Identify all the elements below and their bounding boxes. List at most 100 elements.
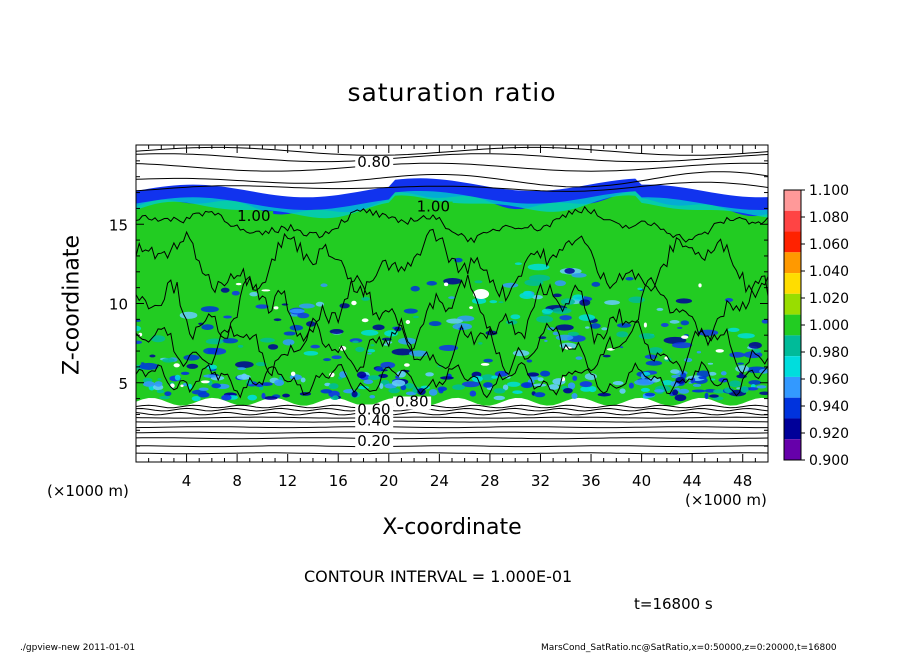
bottom-layer-patch (527, 372, 540, 377)
bottom-layer-patch (483, 382, 493, 388)
turbulent-patch (463, 323, 470, 326)
bottom-layer-patch (672, 389, 679, 396)
bottom-layer-patch (203, 374, 217, 378)
turbulent-patch (544, 339, 548, 342)
bottom-layer-patch (692, 383, 702, 387)
turbulent-patch (222, 338, 239, 344)
turbulent-patch (273, 318, 282, 322)
bottom-layer-patch (698, 376, 707, 380)
turbulent-patch (448, 296, 456, 300)
contour-line-lower (136, 420, 768, 423)
x-tick-label: 40 (632, 472, 651, 490)
turbulent-patch (150, 335, 166, 343)
turbulent-patch (644, 354, 658, 360)
bottom-layer-patch (260, 382, 273, 386)
turbulent-patch (157, 378, 162, 381)
colorbar-label: 0.900 (809, 453, 849, 469)
turbulent-patch (412, 315, 419, 319)
bottom-layer-patch (579, 381, 593, 388)
bottom-layer-patch (674, 394, 687, 402)
turbulent-patch (352, 340, 359, 344)
turbulent-patch (237, 344, 244, 348)
contour-line-upper (136, 153, 768, 163)
colorbar-label: 1.060 (809, 237, 849, 253)
turbulent-patch (559, 315, 572, 321)
bottom-layer-patch (644, 392, 656, 397)
turbulent-patch (564, 267, 575, 274)
turbulent-patch (498, 301, 504, 304)
colorbar-segment (784, 376, 801, 398)
bottom-layer-patch (709, 394, 719, 398)
unsaturated-hole (480, 362, 490, 366)
contour-line-lower (136, 445, 768, 448)
colorbar-label: 0.940 (809, 399, 849, 415)
turbulent-patch (552, 307, 572, 314)
turbulent-patch (136, 325, 142, 332)
bottom-layer-patch (493, 388, 506, 394)
unsaturated-hole (404, 363, 410, 367)
bottom-layer-patch (728, 380, 742, 388)
turbulent-patch (428, 321, 442, 327)
bottom-layer-patch (378, 373, 388, 378)
contour-line-lower (136, 404, 768, 409)
unsaturated-hole (715, 349, 724, 353)
turbulent-patch (602, 354, 611, 358)
turbulent-patch (372, 324, 385, 331)
turbulent-patch (331, 355, 342, 360)
contour-label: 0.20 (357, 432, 390, 450)
bottom-layer-patch (404, 382, 414, 389)
turbulent-patch (260, 337, 275, 343)
turbulent-patch (724, 298, 734, 302)
turbulent-patch (585, 326, 590, 329)
bottom-layer-patch (571, 393, 578, 399)
colorbar-label: 1.100 (809, 183, 849, 199)
bottom-layer-patch (588, 386, 597, 393)
bottom-layer-patch (221, 394, 232, 401)
turbulent-patch (139, 362, 159, 370)
x-tick-label: 12 (278, 472, 297, 490)
bottom-layer-patch (597, 392, 611, 397)
unsaturated-hole (606, 348, 615, 351)
turbulent-patch (283, 331, 296, 336)
turbulent-patch (696, 370, 711, 378)
turbulent-patch (231, 290, 240, 296)
bottom-layer-patch (572, 375, 578, 381)
turbulent-patch (656, 307, 664, 311)
contour-label-background (355, 404, 394, 418)
turbulent-patch (579, 299, 591, 306)
turbulent-patch (552, 331, 560, 336)
bottom-layer-patch (428, 389, 438, 396)
unsaturated-hole (361, 318, 369, 323)
contour-label-background (414, 201, 453, 215)
contour-line-lower (136, 431, 768, 434)
colorbar-segment (784, 231, 801, 253)
colorbar-segment (784, 439, 801, 460)
bottom-layer-patch (532, 383, 547, 387)
turbulent-patch (267, 344, 279, 350)
turbulent-patch (677, 326, 683, 329)
contour-line-lower (136, 411, 768, 416)
bottom-layer-patch (363, 379, 374, 385)
turbulent-patch (201, 324, 214, 331)
turbulent-patch (446, 318, 463, 324)
turbulent-patch (669, 320, 680, 324)
unsaturated-hole (443, 282, 449, 287)
turbulent-patch (367, 348, 376, 353)
turbulent-patch (355, 346, 365, 353)
turbulent-patch (634, 379, 654, 386)
bottom-layer-patch (182, 383, 187, 387)
turbulent-patch (474, 280, 483, 284)
bottom-layer-patch (452, 384, 466, 390)
turbulent-patch (384, 330, 398, 337)
turbulent-patch (559, 342, 577, 350)
bottom-layer-patch (320, 389, 333, 394)
bottom-layer-patch (274, 379, 285, 386)
colorbar-label: 1.000 (809, 318, 849, 334)
footer-left-text: ./gpview-new 2011-01-01 (20, 643, 136, 653)
contour-label: 1.00 (237, 207, 270, 225)
turbulent-patch (329, 328, 344, 335)
unsaturated-hole (351, 300, 357, 306)
turbulent-patch (531, 295, 543, 300)
turbulent-patch (648, 347, 663, 354)
unsaturated-hole (235, 282, 242, 286)
